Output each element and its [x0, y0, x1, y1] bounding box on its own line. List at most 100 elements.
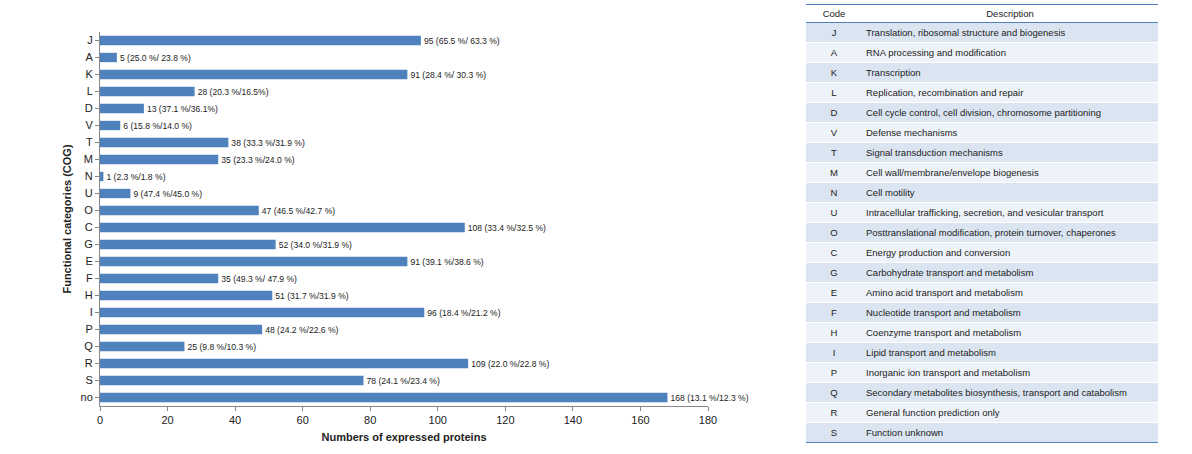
svg-text:9 (47.4 %/45.0 %): 9 (47.4 %/45.0 %) [133, 189, 202, 199]
html-text:Intracellular trafficking, sec: Intracellular trafficking, secretion, an… [866, 207, 1104, 218]
svg-text:U: U [85, 187, 93, 199]
svg-text:140: 140 [564, 414, 582, 426]
svg-text:96 (18.4 %/21.2 %): 96 (18.4 %/21.2 %) [427, 308, 500, 318]
svg-text:J: J [87, 34, 93, 46]
svg-text:60: 60 [297, 414, 309, 426]
svg-text:N: N [85, 170, 93, 182]
svg-text:F: F [86, 272, 93, 284]
svg-text:C: C [85, 221, 93, 233]
svg-text:28 (20.3 %/16.5%): 28 (20.3 %/16.5%) [198, 87, 269, 97]
svg-text:L: L [87, 85, 93, 97]
svg-text:38 (33.3 %/31.9 %): 38 (33.3 %/31.9 %) [231, 138, 305, 148]
html-text:Defense mechanisms: Defense mechanisms [866, 127, 958, 138]
html-text:RNA processing and modificatio: RNA processing and modification [866, 47, 1006, 58]
svg-text:Q: Q [84, 340, 93, 352]
svg-text:20: 20 [161, 414, 173, 426]
html-text:H: H [830, 327, 838, 338]
svg-text:95 (65.5 %/ 63.3 %): 95 (65.5 %/ 63.3 %) [424, 36, 500, 46]
html-text:Code: Code [822, 8, 846, 19]
svg-text:91 (28.4 %/ 30.3 %): 91 (28.4 %/ 30.3 %) [410, 70, 486, 80]
svg-text:109 (22.0 %/22.8 %): 109 (22.0 %/22.8 %) [471, 359, 549, 369]
svg-text:78 (24.1 %/23.4 %): 78 (24.1 %/23.4 %) [367, 376, 440, 386]
html-text:Posttranslational modification: Posttranslational modification, protein … [866, 227, 1116, 238]
svg-text:180: 180 [699, 414, 717, 426]
svg-text:108 (33.4 %/32.5 %): 108 (33.4 %/32.5 %) [468, 223, 546, 233]
html-text:Cell motility: Cell motility [866, 187, 915, 198]
html-text:A: A [830, 47, 838, 58]
svg-text:35 (49.3 %/ 47.9 %): 35 (49.3 %/ 47.9 %) [221, 274, 297, 284]
html-text:R: R [830, 407, 838, 418]
svg-text:6 (15.8 %/14.0 %): 6 (15.8 %/14.0 %) [123, 121, 192, 131]
svg-text:A: A [85, 51, 93, 63]
svg-text:25 (9.8 %/10.3 %): 25 (9.8 %/10.3 %) [187, 342, 256, 352]
svg-text:Functional categories (COG): Functional categories (COG) [61, 144, 73, 293]
svg-text:40: 40 [229, 414, 241, 426]
html-text:S: S [830, 427, 838, 438]
html-text:Secondary metabolites biosynth: Secondary metabolites biosynthesis, tran… [866, 387, 1127, 398]
html-text:Q: Q [830, 387, 838, 398]
html-text:Signal transduction mechanisms: Signal transduction mechanisms [866, 147, 1003, 158]
svg-text:V: V [85, 119, 93, 131]
svg-text:51 (31.7 %/31.9 %): 51 (31.7 %/31.9 %) [275, 291, 348, 301]
svg-text:160: 160 [631, 414, 649, 426]
svg-text:G: G [84, 238, 93, 250]
svg-text:5 (25.0 %/ 23.8 %): 5 (25.0 %/ 23.8 %) [120, 53, 191, 63]
svg-text:120: 120 [496, 414, 514, 426]
svg-text:47 (46.5 %/42.7 %): 47 (46.5 %/42.7 %) [262, 206, 335, 216]
svg-text:H: H [85, 289, 93, 301]
html-text:K: K [830, 67, 838, 78]
html-text:I: I [832, 347, 836, 358]
svg-text:Numbers of expressed proteins: Numbers of expressed proteins [321, 431, 486, 443]
html-text:Cell cycle control, cell divis: Cell cycle control, cell division, chrom… [866, 107, 1101, 118]
svg-text:K: K [85, 68, 93, 80]
svg-text:52 (34.0 %/31.9 %): 52 (34.0 %/31.9 %) [279, 240, 352, 250]
html-text:U: U [830, 207, 838, 218]
svg-text:48 (24.2 %/22.6 %): 48 (24.2 %/22.6 %) [265, 325, 338, 335]
html-text:Carbohydrate transport and met: Carbohydrate transport and metabolism [866, 267, 1034, 278]
svg-text:S: S [85, 374, 92, 386]
svg-text:T: T [86, 136, 93, 148]
svg-text:P: P [85, 323, 92, 335]
svg-text:1 (2.3 %/1.8 %): 1 (2.3 %/1.8 %) [106, 172, 165, 182]
svg-text:13 (37.1 %/36.1%): 13 (37.1 %/36.1%) [147, 104, 218, 114]
svg-text:0: 0 [97, 414, 103, 426]
html-text:O: O [830, 227, 838, 238]
html-text:Inorganic ion transport and me: Inorganic ion transport and metabolism [866, 367, 1031, 378]
html-text:Translation, ribosomal structu: Translation, ribosomal structure and bio… [866, 27, 1066, 38]
html-text:J: J [831, 27, 837, 38]
svg-text:I: I [90, 306, 93, 318]
html-text:Function unknown: Function unknown [866, 427, 944, 438]
html-text:V: V [830, 127, 838, 138]
svg-text:80: 80 [364, 414, 376, 426]
html-text:L: L [831, 87, 837, 98]
html-text:Transcription: Transcription [866, 67, 921, 78]
html-text:Cell wall/membrane/envelope bi: Cell wall/membrane/envelope biogenesis [866, 167, 1039, 178]
html-text:F: F [831, 307, 837, 318]
html-text:Lipid transport and metabolism: Lipid transport and metabolism [866, 347, 996, 358]
svg-text:no: no [81, 391, 93, 403]
svg-text:168 (13.1 %/12.3 %): 168 (13.1 %/12.3 %) [671, 393, 749, 403]
svg-text:M: M [84, 153, 93, 165]
html-text:General function prediction on: General function prediction only [866, 407, 1000, 418]
html-text:Description: Description [986, 8, 1034, 19]
html-text:G: G [830, 267, 838, 278]
svg-text:R: R [85, 357, 93, 369]
svg-text:O: O [84, 204, 93, 216]
html-text:N: N [830, 187, 838, 198]
html-text:E: E [830, 287, 838, 298]
html-text:M: M [830, 167, 838, 178]
html-text:Energy production and conversi: Energy production and conversion [866, 247, 1011, 258]
html-text:Amino acid transport and metab: Amino acid transport and metabolism [866, 287, 1023, 298]
svg-text:E: E [85, 255, 92, 267]
svg-text:91 (39.1 %/38.6 %): 91 (39.1 %/38.6 %) [410, 257, 483, 267]
svg-text:D: D [85, 102, 93, 114]
html-text:Nucleotide transport and metab: Nucleotide transport and metabolism [866, 307, 1021, 318]
html-text:P: P [830, 367, 838, 378]
html-text:Replication, recombination and: Replication, recombination and repair [866, 87, 1024, 98]
svg-text:100: 100 [429, 414, 447, 426]
html-text:Coenzyme transport and metabol: Coenzyme transport and metabolism [866, 327, 1022, 338]
html-text:D: D [830, 107, 838, 118]
html-text:T: T [831, 147, 837, 158]
html-text:C: C [830, 247, 838, 258]
svg-text:35 (23.3 %/24.0 %): 35 (23.3 %/24.0 %) [221, 155, 295, 165]
